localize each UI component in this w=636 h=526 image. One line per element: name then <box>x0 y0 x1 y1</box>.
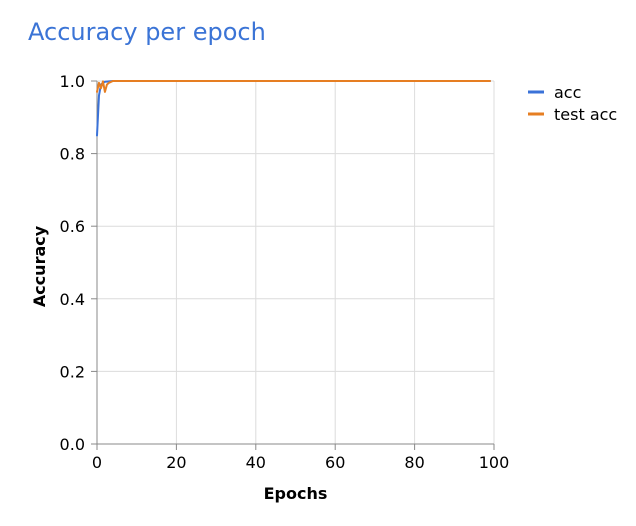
x-tick-label: 40 <box>246 453 266 472</box>
legend-label: test acc <box>554 105 617 124</box>
y-tick-label: 0.6 <box>60 217 85 236</box>
legend-label: acc <box>554 83 581 102</box>
y-tick-label: 0.0 <box>60 435 85 454</box>
series-line-test-acc <box>96 80 492 93</box>
grid <box>97 80 495 444</box>
series-lines <box>96 80 492 137</box>
x-tick-label: 60 <box>325 453 345 472</box>
x-tick-label: 20 <box>166 453 186 472</box>
axes: 0 20 40 60 80 100 0.0 0.2 0.4 0.6 0.8 1.0 <box>60 72 510 472</box>
x-axis-title: Epochs <box>264 484 328 503</box>
x-tick-label: 100 <box>479 453 510 472</box>
legend: acc test acc <box>528 83 617 124</box>
series-line-acc <box>96 80 492 137</box>
y-tick-label: 1.0 <box>60 72 85 91</box>
y-tick-label: 0.8 <box>60 145 85 164</box>
chart-title: Accuracy per epoch <box>28 18 266 46</box>
y-axis-title: Accuracy <box>30 225 49 307</box>
y-tick-label: 0.2 <box>60 362 85 381</box>
x-tick-label: 0 <box>92 453 102 472</box>
x-tick-label: 80 <box>404 453 424 472</box>
y-tick-label: 0.4 <box>60 290 85 309</box>
